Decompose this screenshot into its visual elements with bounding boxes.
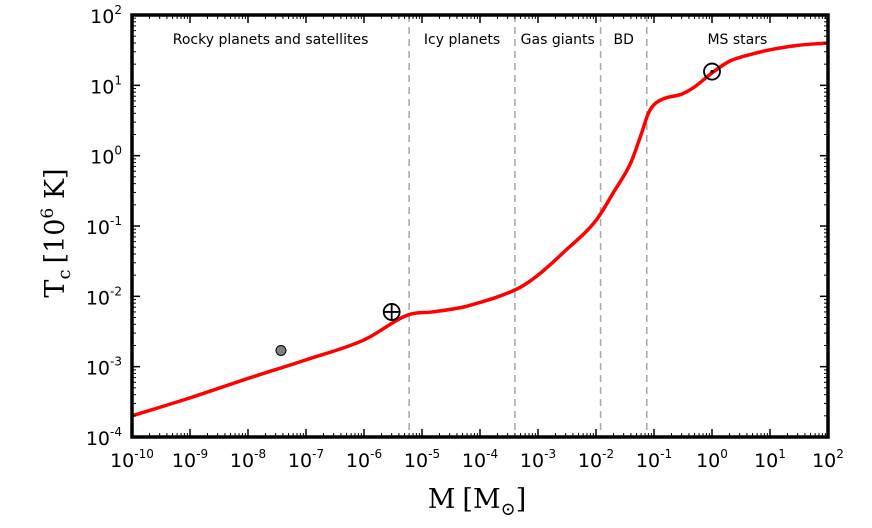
x-tick-label: 101 — [754, 447, 786, 472]
y-tick-label: 10-2 — [86, 284, 122, 309]
y-tick-label: 102 — [90, 3, 122, 28]
x-tick-label: 10-8 — [230, 447, 266, 472]
x-tick-label: 10-2 — [578, 447, 614, 472]
x-tick-label: 10-9 — [172, 447, 208, 472]
x-tick-label: 10-10 — [110, 447, 154, 472]
y-tick-label: 100 — [90, 144, 122, 169]
y-tick-label: 10-1 — [86, 214, 122, 239]
x-tick-label: 102 — [812, 447, 844, 472]
x-tick-labels: 10-10 10-9 10-8 10-7 10-6 10-5 10-4 10-3 10-2 10-… — [110, 447, 844, 472]
x-tick-label: 10-1 — [636, 447, 672, 472]
x-tick-label: 10-5 — [404, 447, 440, 472]
y-tick-label: 101 — [90, 73, 122, 98]
series-line-tc — [131, 41, 829, 418]
earth-marker — [382, 303, 401, 321]
markers — [275, 62, 721, 356]
region-dividers — [408, 15, 648, 437]
y-axis-label: Tc[106 K] — [38, 168, 75, 297]
x-tick-label: 10-3 — [520, 447, 556, 472]
moon-marker — [275, 344, 287, 356]
x-tick-label: 10-4 — [462, 447, 498, 472]
x-tick-label: 10-6 — [346, 447, 382, 472]
sun-marker-dot — [710, 69, 714, 74]
sun-marker — [703, 62, 721, 81]
plot-frame — [130, 13, 830, 439]
axis-ticks — [131, 14, 829, 438]
region-label: Icy planets — [424, 32, 500, 48]
y-tick-label: 10-3 — [86, 355, 122, 380]
region-label: BD — [613, 32, 633, 48]
sun-marker-ring — [703, 62, 721, 81]
x-tick-label: 100 — [696, 447, 728, 472]
y-tick-labels: 10-4 10-3 10-2 10-1 100 101 102 — [86, 3, 122, 450]
region-label: MS stars — [707, 32, 767, 48]
region-label: Rocky planets and satellites — [173, 32, 369, 48]
y-tick-label: 10-4 — [86, 425, 122, 450]
x-axis-label: M [M⊙] — [428, 484, 527, 520]
region-label: Gas giants — [521, 32, 595, 48]
region-labels: Rocky planets and satellites Icy planets G… — [173, 32, 768, 48]
x-tick-label: 10-7 — [288, 447, 324, 472]
